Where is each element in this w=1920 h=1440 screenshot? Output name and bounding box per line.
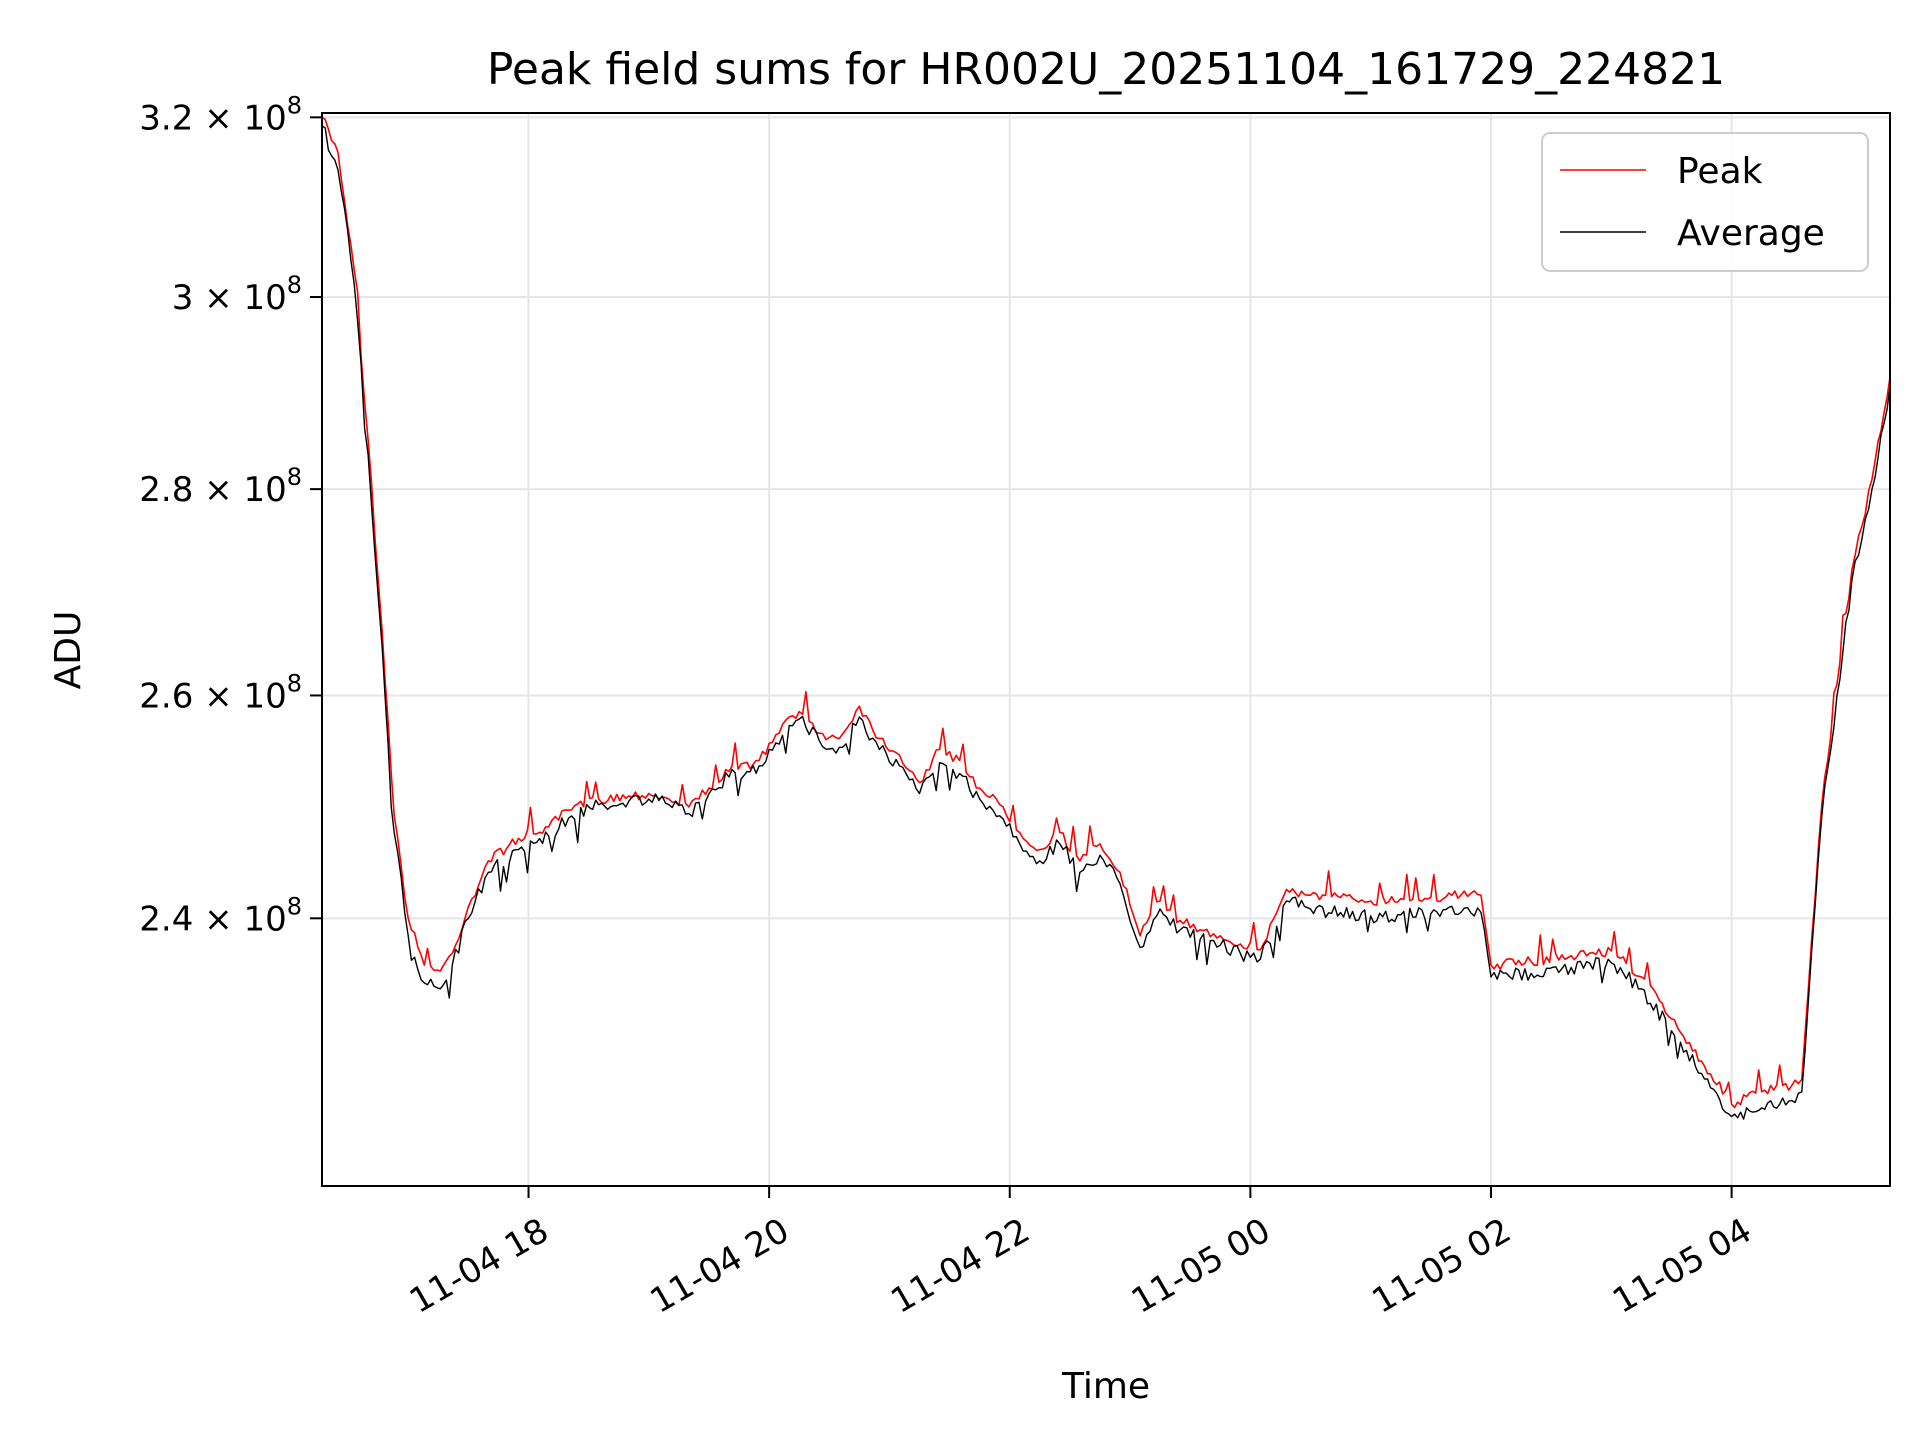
legend-label-average: Average: [1677, 213, 1825, 254]
y-tick-label: 3.2 × 108: [139, 91, 302, 138]
y-tick-label: 3 × 108: [172, 271, 302, 318]
legend: Peak Average: [1541, 132, 1869, 272]
y-axis-label: ADU: [48, 611, 89, 690]
x-axis-label: Time: [1061, 1366, 1150, 1407]
y-tick-label: 2.6 × 108: [139, 669, 302, 716]
y-tick-label: 2.4 × 108: [139, 892, 302, 939]
series-line-average: [321, 125, 1891, 1120]
plot-lines: [321, 116, 1891, 1120]
plot-frame: [321, 112, 1891, 1187]
series-line-peak: [321, 116, 1891, 1109]
legend-box: [1541, 132, 1869, 272]
legend-label-peak: Peak: [1677, 151, 1763, 192]
chart-title: Peak field sums for HR002U_20251104_1617…: [487, 44, 1725, 95]
y-tick-label: 2.8 × 108: [139, 463, 302, 510]
grid: [322, 113, 1890, 1186]
